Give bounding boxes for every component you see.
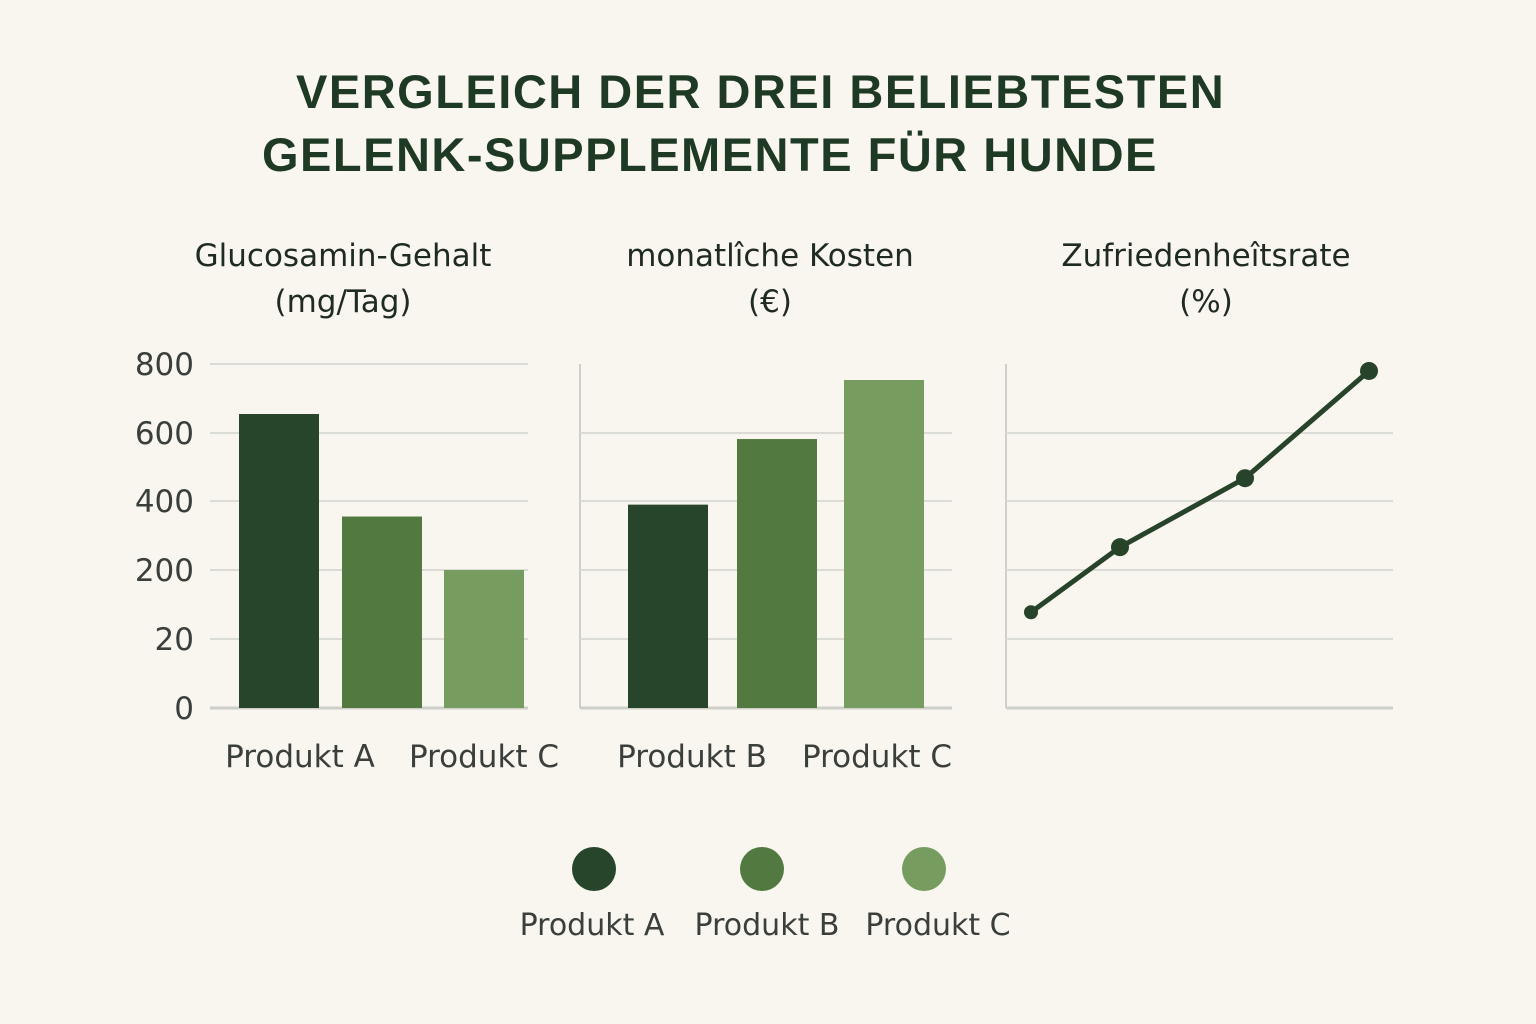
y-tick-label-glucosamine: 400 [135, 484, 194, 520]
data-point-satisfaction [1024, 605, 1038, 620]
bar-glucosamine-produkt-a [239, 414, 319, 708]
bar-costs-produkt-a [628, 504, 708, 708]
bar-glucosamine-produkt-c [444, 570, 524, 708]
legend-swatch-produkt-a [572, 847, 616, 891]
legend-swatch-produkt-b [740, 847, 784, 891]
y-tick-label-glucosamine: 600 [135, 416, 194, 452]
data-point-satisfaction [1111, 538, 1129, 557]
category-label-costs: Produkt B [617, 739, 767, 775]
legend-swatch-produkt-c [902, 847, 946, 891]
legend-label-produkt-b: Produkt B [695, 908, 840, 943]
y-tick-label-glucosamine: 20 [155, 622, 194, 658]
bar-costs-produkt-b [737, 439, 817, 708]
series-line-satisfaction [1029, 369, 1371, 615]
category-label-glucosamine: Produkt C [409, 739, 559, 775]
panel-title-glucosamine-line-2: (mg/Tag) [274, 284, 412, 320]
panel-title-glucosamine-line-1: Glucosamin-Gehalt [194, 238, 492, 274]
data-point-satisfaction [1360, 361, 1378, 380]
bar-costs-produkt-c [844, 380, 924, 708]
main-title-line-1: VERGLEICH DER DREI BELIEBTESTEN [296, 65, 1226, 118]
category-label-glucosamine: Produkt A [225, 739, 375, 775]
panel-title-satisfaction-line-2: (%) [1179, 284, 1233, 320]
panel-title-satisfaction: Zufriedenheîtsrate (%) [986, 233, 1426, 325]
panel-title-costs-line-2: (€) [748, 284, 792, 320]
panel-title-costs-line-1: monatlîche Kosten [626, 238, 914, 274]
y-tick-label-glucosamine: 200 [135, 553, 194, 589]
y-tick-label-glucosamine: 800 [135, 347, 194, 383]
panel-title-glucosamine: Glucosamin-Gehalt (mg/Tag) [123, 233, 563, 325]
legend-label-produkt-a: Produkt A [520, 908, 665, 943]
main-title-line-2: GELENK-SUPPLEMENTE FÜR HUNDE [262, 128, 1158, 181]
panel-title-costs: monatlîche Kosten (€) [550, 233, 990, 325]
legend-label-produkt-c: Produkt C [865, 908, 1010, 943]
data-point-satisfaction [1236, 469, 1254, 488]
category-label-costs: Produkt C [802, 739, 952, 775]
bar-glucosamine-produkt-b [342, 516, 422, 708]
panel-title-satisfaction-line-1: Zufriedenheîtsrate [1061, 238, 1351, 274]
y-tick-label-glucosamine: 0 [174, 691, 194, 727]
